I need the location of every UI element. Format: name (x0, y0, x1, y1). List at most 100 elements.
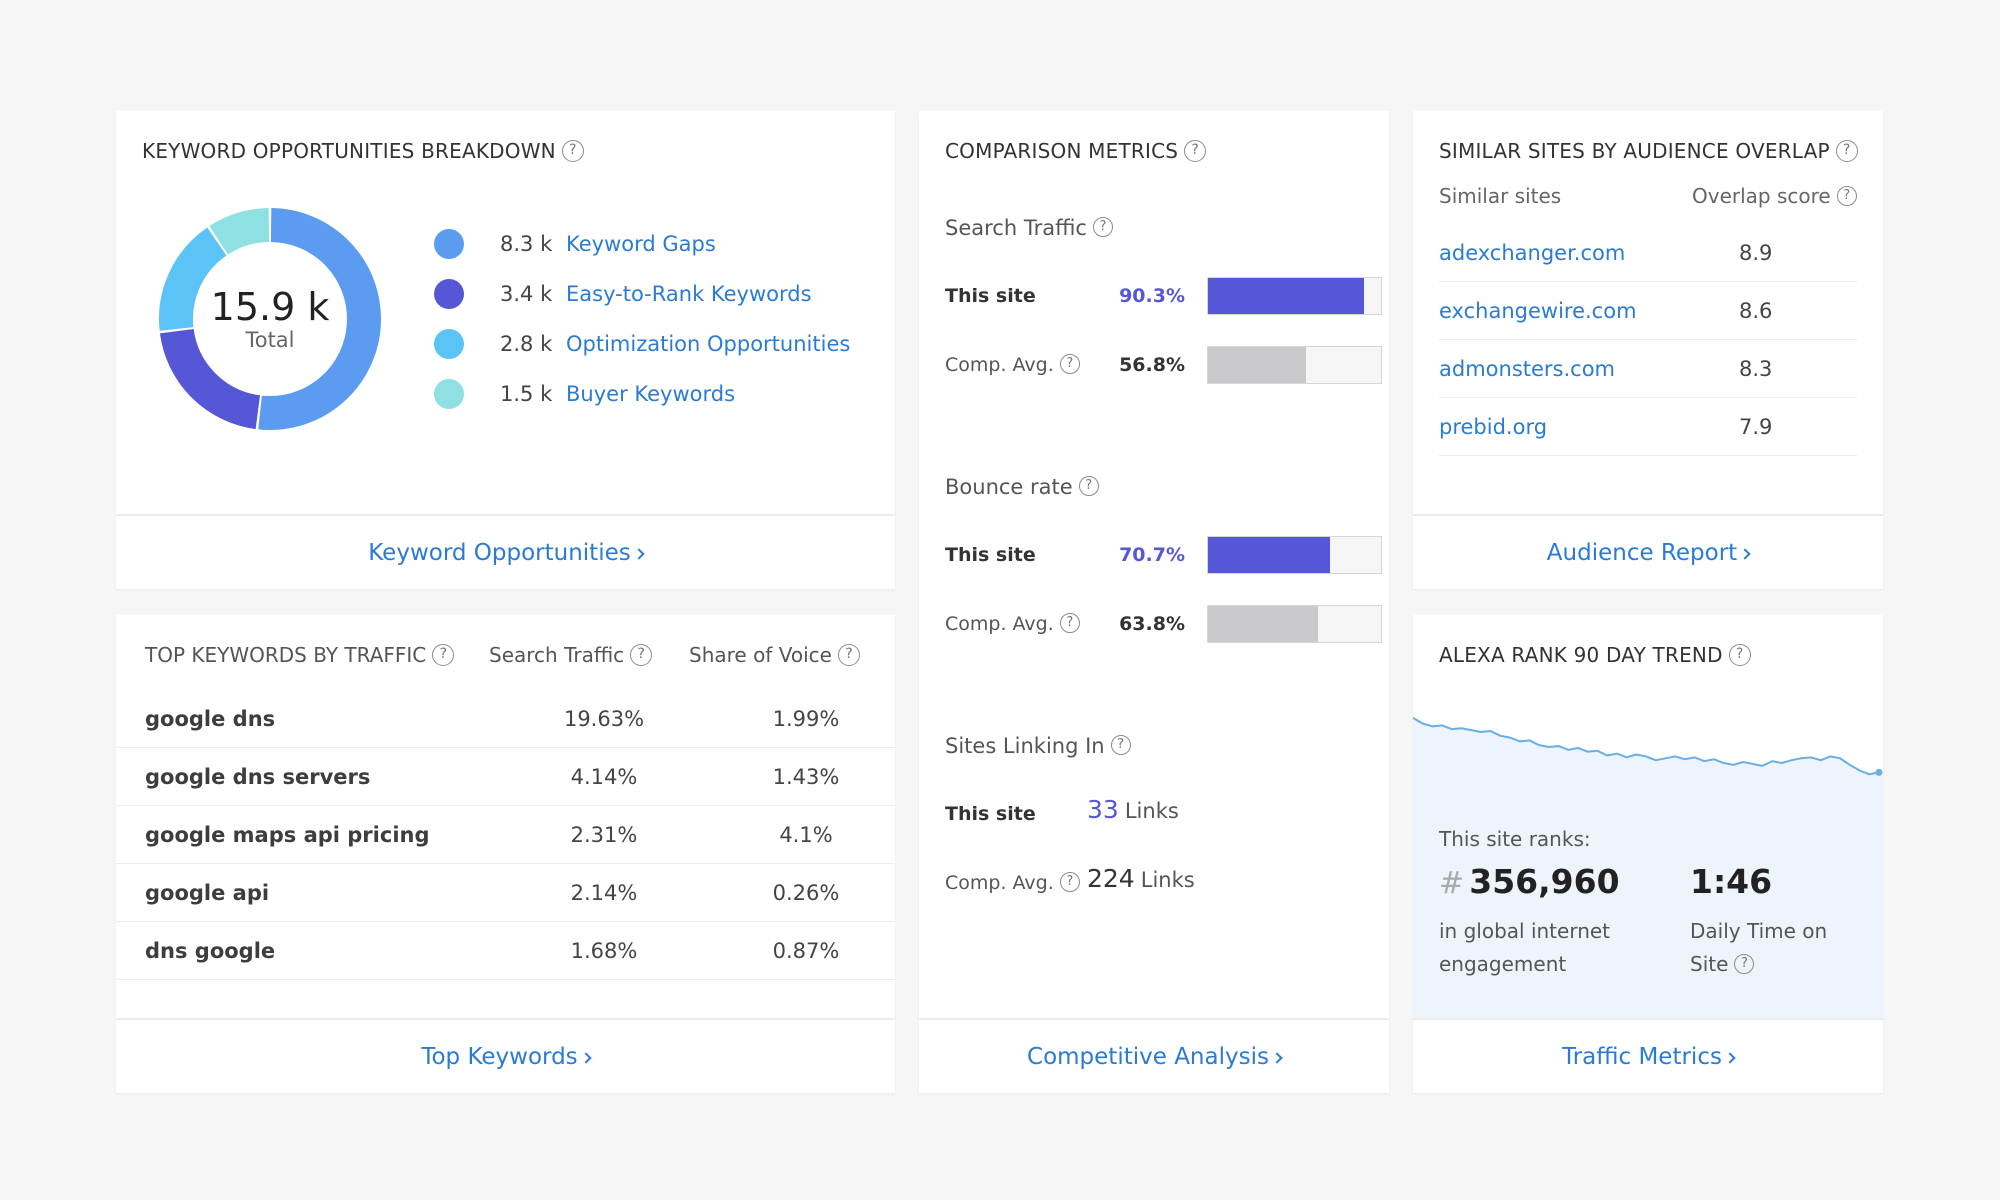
keyword-share-of-voice: 0.87% (772, 939, 840, 963)
links-this-site-value: 33 (1087, 795, 1119, 824)
help-icon[interactable]: ? (1734, 953, 1755, 974)
donut-slice[interactable] (209, 208, 270, 255)
alexa-rank-title: ALEXA RANK 90 DAY TREND? (1439, 643, 1751, 668)
comparison-metrics-title: COMPARISON METRICS? (945, 139, 1207, 164)
sites-linking-in-label: Sites Linking In? (945, 734, 1131, 758)
similar-site-link[interactable]: exchangewire.com (1439, 299, 1637, 323)
similar-sites-title: SIMILAR SITES BY AUDIENCE OVERLAP? (1439, 139, 1858, 164)
legend-link[interactable]: Keyword Gaps (566, 232, 716, 256)
help-icon[interactable]: ? (1728, 643, 1751, 666)
similar-site-link[interactable]: admonsters.com (1439, 357, 1616, 381)
trend-line (1413, 717, 1880, 776)
links-comp-value: 224 (1087, 864, 1135, 893)
keyword-donut-chart (159, 208, 381, 430)
similar-sites-card: SIMILAR SITES BY AUDIENCE OVERLAP? Simil… (1413, 111, 1883, 589)
table-row[interactable]: google dns 19.63% 1.99% (116, 690, 895, 748)
donut-slice[interactable] (159, 227, 227, 331)
chevron-right-icon (1724, 1051, 1736, 1064)
help-icon[interactable]: ? (1110, 735, 1131, 755)
top-keywords-title: TOP KEYWORDS BY TRAFFIC? (145, 643, 455, 668)
donut-center: 15.9 k Total (150, 199, 390, 439)
legend-link[interactable]: Buyer Keywords (566, 382, 736, 406)
keyword-opportunities-title: KEYWORD OPPORTUNITIES BREAKDOWN? (142, 139, 584, 164)
overlap-score: 8.6 (1739, 299, 1773, 323)
help-icon[interactable]: ? (1835, 139, 1858, 162)
traffic-metrics-link[interactable]: Traffic Metrics (1562, 1044, 1736, 1070)
global-rank-caption: in global internet engagement (1439, 919, 1611, 976)
search-traffic-this-site-value: 90.3% (1119, 285, 1185, 307)
help-icon[interactable]: ? (630, 643, 653, 666)
help-icon[interactable]: ? (1059, 612, 1080, 633)
keyword-search-traffic: 2.14% (570, 881, 638, 905)
hash-icon: # (1439, 866, 1465, 901)
legend-value: 2.8 k (500, 332, 553, 356)
chevron-right-icon (580, 1051, 592, 1064)
keyword-name: dns google (145, 939, 276, 963)
bounce-rate-this-site-bar (1207, 536, 1382, 574)
trend-endpoint (1875, 768, 1883, 776)
daily-time-value: 1:46 (1690, 862, 1773, 901)
alexa-rank-card: ALEXA RANK 90 DAY TREND? This site ranks… (1413, 615, 1883, 1093)
search-traffic-comp-bar (1207, 346, 1382, 384)
comparison-metrics-card: COMPARISON METRICS? Search Traffic? This… (919, 111, 1389, 1093)
help-icon[interactable]: ? (1184, 139, 1207, 162)
chevron-right-icon (633, 547, 645, 560)
similar-site-link[interactable]: adexchanger.com (1439, 241, 1626, 265)
trend-mask (1413, 710, 1883, 775)
search-traffic-header: Search Traffic? (489, 643, 653, 668)
overlap-score: 8.9 (1739, 241, 1773, 265)
search-traffic-label: Search Traffic? (945, 216, 1113, 240)
alexa-rank-trend-chart (1413, 710, 1883, 776)
similar-site-link[interactable]: prebid.org (1439, 415, 1548, 439)
share-of-voice-header: Share of Voice? (689, 643, 860, 668)
keyword-opportunities-card: KEYWORD OPPORTUNITIES BREAKDOWN? 15.9 k … (116, 111, 895, 589)
top-keywords-footer: Top Keywords (116, 1018, 895, 1093)
donut-slice[interactable] (159, 328, 261, 430)
bounce-rate-comp-bar (1207, 605, 1382, 643)
alexa-rank-footer: Traffic Metrics (1413, 1018, 1883, 1093)
table-row[interactable]: google dns servers 4.14% 1.43% (116, 748, 895, 806)
legend-link[interactable]: Optimization Opportunities (566, 332, 851, 356)
legend-dot (434, 379, 464, 409)
legend-value: 8.3 k (500, 232, 553, 256)
legend-dot (434, 329, 464, 359)
keyword-opportunities-footer: Keyword Opportunities (116, 514, 895, 589)
help-icon[interactable]: ? (561, 139, 584, 162)
list-item: exchangewire.com 8.6 (1439, 282, 1857, 340)
top-keywords-link[interactable]: Top Keywords (421, 1044, 592, 1070)
help-icon[interactable]: ? (1059, 871, 1080, 892)
help-icon[interactable]: ? (1836, 185, 1857, 206)
competitive-analysis-link[interactable]: Competitive Analysis (1027, 1044, 1283, 1070)
bounce-rate-label: Bounce rate? (945, 475, 1099, 499)
keyword-opportunities-link[interactable]: Keyword Opportunities (368, 540, 645, 566)
table-row[interactable]: google api 2.14% 0.26% (116, 864, 895, 922)
overlap-score: 8.3 (1739, 357, 1773, 381)
daily-time-caption: Daily Time on Site? (1690, 919, 1828, 976)
help-icon[interactable]: ? (1078, 476, 1099, 496)
help-icon[interactable]: ? (837, 643, 860, 666)
list-item: prebid.org 7.9 (1439, 398, 1857, 456)
table-row[interactable]: dns google 1.68% 0.87% (116, 922, 895, 980)
similar-sites-footer: Audience Report (1413, 514, 1883, 589)
overlap-score: 7.9 (1739, 415, 1773, 439)
ranks-label: This site ranks: (1439, 827, 1591, 851)
legend-link[interactable]: Easy-to-Rank Keywords (566, 282, 812, 306)
legend-dot (434, 279, 464, 309)
keyword-search-traffic: 1.68% (570, 939, 638, 963)
keyword-share-of-voice: 1.43% (772, 765, 840, 789)
keyword-search-traffic: 4.14% (570, 765, 638, 789)
search-traffic-comp-value: 56.8% (1119, 354, 1185, 376)
keyword-name: google dns servers (145, 765, 371, 789)
table-row[interactable]: google maps api pricing 2.31% 4.1% (116, 806, 895, 864)
help-icon[interactable]: ? (1059, 353, 1080, 374)
donut-total-label: Total (245, 328, 295, 352)
keyword-name: google api (145, 881, 270, 905)
global-rank-value: 356,960 (1469, 862, 1620, 901)
help-icon[interactable]: ? (432, 643, 455, 666)
donut-slice[interactable] (258, 208, 381, 430)
help-icon[interactable]: ? (1092, 217, 1113, 237)
keyword-search-traffic: 19.63% (563, 707, 645, 731)
list-item: adexchanger.com 8.9 (1439, 224, 1857, 282)
audience-report-link[interactable]: Audience Report (1547, 540, 1751, 566)
list-item: admonsters.com 8.3 (1439, 340, 1857, 398)
